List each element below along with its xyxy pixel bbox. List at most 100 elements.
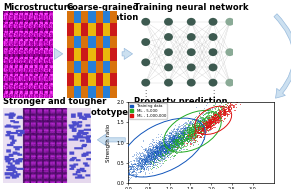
Point (155, 146, 160, 149)
Point (198, 123, 203, 126)
Point (206, 116, 210, 119)
Point (181, 134, 185, 137)
Point (207, 119, 211, 122)
Point (216, 111, 220, 114)
Point (166, 137, 171, 140)
Point (239, 98, 243, 101)
Point (133, 165, 137, 168)
Point (164, 143, 169, 146)
Point (194, 122, 198, 125)
Point (177, 137, 182, 140)
Point (178, 142, 183, 145)
Point (211, 112, 216, 115)
Point (150, 155, 155, 158)
Point (225, 113, 229, 116)
Point (155, 145, 159, 148)
Point (174, 138, 178, 141)
Point (198, 130, 203, 133)
Point (194, 135, 198, 138)
Point (187, 122, 191, 125)
Point (209, 115, 214, 118)
Point (183, 135, 188, 138)
Point (166, 151, 170, 154)
Point (186, 123, 190, 126)
Point (168, 136, 172, 139)
Point (198, 119, 203, 122)
Point (194, 123, 198, 126)
Point (208, 111, 213, 114)
Point (125, 169, 129, 172)
Point (212, 114, 216, 117)
Point (173, 131, 177, 134)
Point (154, 143, 159, 146)
Point (191, 123, 196, 126)
Point (148, 156, 153, 159)
Point (170, 137, 175, 140)
Point (163, 152, 167, 155)
Point (182, 129, 187, 132)
Point (123, 177, 127, 180)
Point (167, 140, 171, 143)
Point (170, 148, 175, 151)
Point (182, 133, 186, 136)
Point (181, 125, 186, 128)
Point (157, 156, 162, 159)
Point (207, 121, 212, 124)
Point (178, 133, 182, 136)
Point (168, 139, 173, 142)
Point (196, 118, 201, 121)
Point (148, 156, 153, 159)
Point (162, 151, 167, 154)
Point (177, 138, 181, 141)
Point (219, 107, 224, 110)
Text: Stronger and tougher
microstructure (prototype): Stronger and tougher microstructure (pro… (3, 97, 132, 117)
Point (183, 127, 187, 130)
Point (199, 132, 204, 136)
Point (185, 137, 189, 140)
Point (215, 113, 220, 116)
Point (187, 130, 192, 133)
Point (157, 152, 162, 155)
Point (219, 107, 223, 110)
Point (210, 126, 215, 129)
Point (151, 152, 155, 155)
Point (184, 125, 189, 128)
Point (162, 142, 167, 145)
Point (174, 140, 178, 143)
Point (196, 128, 200, 131)
Point (215, 115, 220, 118)
Point (182, 133, 186, 136)
Point (216, 115, 221, 118)
Point (118, 170, 123, 173)
Circle shape (209, 79, 217, 87)
Point (173, 130, 178, 133)
Point (159, 155, 163, 158)
Point (154, 145, 159, 148)
Point (189, 122, 194, 125)
Point (176, 135, 181, 138)
Point (188, 127, 193, 130)
Point (128, 159, 133, 162)
Point (163, 145, 168, 148)
Point (141, 154, 146, 157)
Point (230, 104, 235, 107)
Point (197, 123, 202, 126)
Point (125, 176, 129, 179)
Point (173, 140, 177, 143)
Point (203, 104, 208, 107)
Point (204, 120, 208, 123)
Point (167, 142, 172, 145)
Point (190, 131, 195, 134)
Point (156, 142, 160, 145)
Point (150, 154, 155, 157)
Point (140, 161, 145, 164)
Point (156, 143, 160, 146)
Point (208, 112, 213, 115)
Point (204, 112, 208, 115)
Point (159, 148, 164, 151)
Point (201, 126, 206, 129)
Point (175, 140, 180, 143)
Point (145, 149, 149, 152)
Point (211, 119, 216, 122)
Point (163, 154, 168, 157)
